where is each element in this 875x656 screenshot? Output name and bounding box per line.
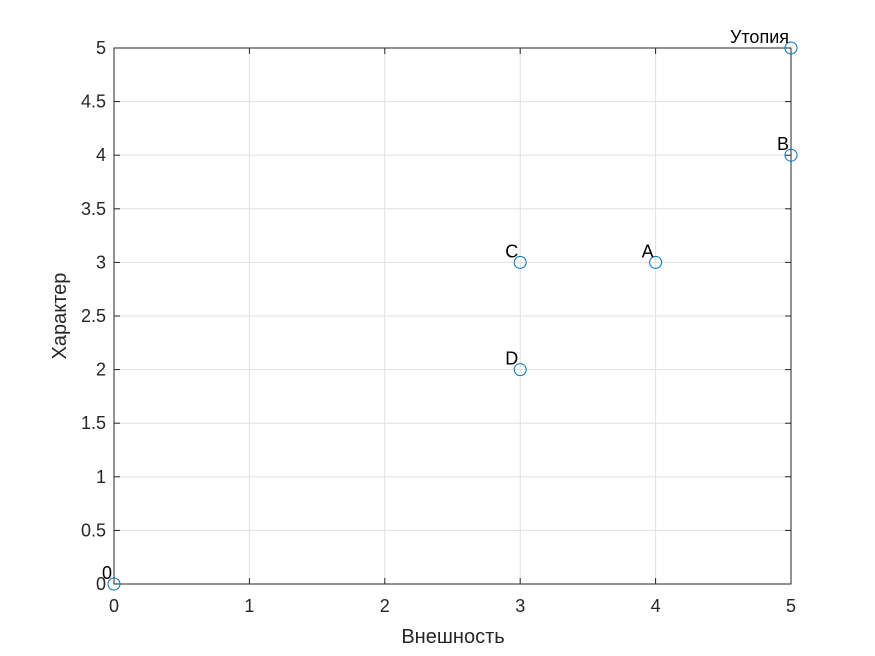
x-tick-label: 4 <box>651 596 661 616</box>
y-tick-label: 3 <box>96 252 106 272</box>
data-point-label: Утопия <box>730 27 789 47</box>
y-tick-label: 4 <box>96 145 106 165</box>
x-tick-label: 5 <box>786 596 796 616</box>
data-point-marker <box>784 41 798 55</box>
y-tick-label: 1.5 <box>81 413 106 433</box>
x-tick-label: 1 <box>244 596 254 616</box>
x-tick-label: 0 <box>109 596 119 616</box>
x-tick-label: 3 <box>515 596 525 616</box>
data-point-label: 0 <box>102 563 112 583</box>
data-point-marker <box>513 363 527 377</box>
data-points <box>107 41 798 591</box>
data-point-label: C <box>505 241 518 261</box>
data-point-label: B <box>777 134 789 154</box>
y-tick-label: 0.5 <box>81 520 106 540</box>
point-labels: 0 C D A B Утопия <box>102 27 789 583</box>
y-tick-label: 1 <box>96 467 106 487</box>
y-tick-label: 3.5 <box>81 199 106 219</box>
data-point-label: A <box>642 241 654 261</box>
y-axis-label: Характер <box>49 273 71 360</box>
y-tick-label: 4.5 <box>81 92 106 112</box>
x-axis-ticks: 0 1 2 3 4 5 <box>109 48 796 616</box>
y-tick-label: 2.5 <box>81 306 106 326</box>
y-tick-label: 0 <box>96 574 106 594</box>
y-tick-label: 2 <box>96 360 106 380</box>
x-axis-label: Внешность <box>401 626 504 648</box>
grid <box>113 47 792 585</box>
data-point-label: D <box>505 349 518 369</box>
data-point-marker <box>513 255 527 269</box>
data-point-marker <box>107 577 121 591</box>
x-tick-label: 2 <box>380 596 390 616</box>
y-axis-ticks: 0 0.5 1 1.5 2 2.5 3 3.5 4 4.5 5 <box>81 38 791 594</box>
y-tick-label: 5 <box>96 38 106 58</box>
data-point-marker <box>784 148 798 162</box>
data-point-marker <box>649 255 663 269</box>
